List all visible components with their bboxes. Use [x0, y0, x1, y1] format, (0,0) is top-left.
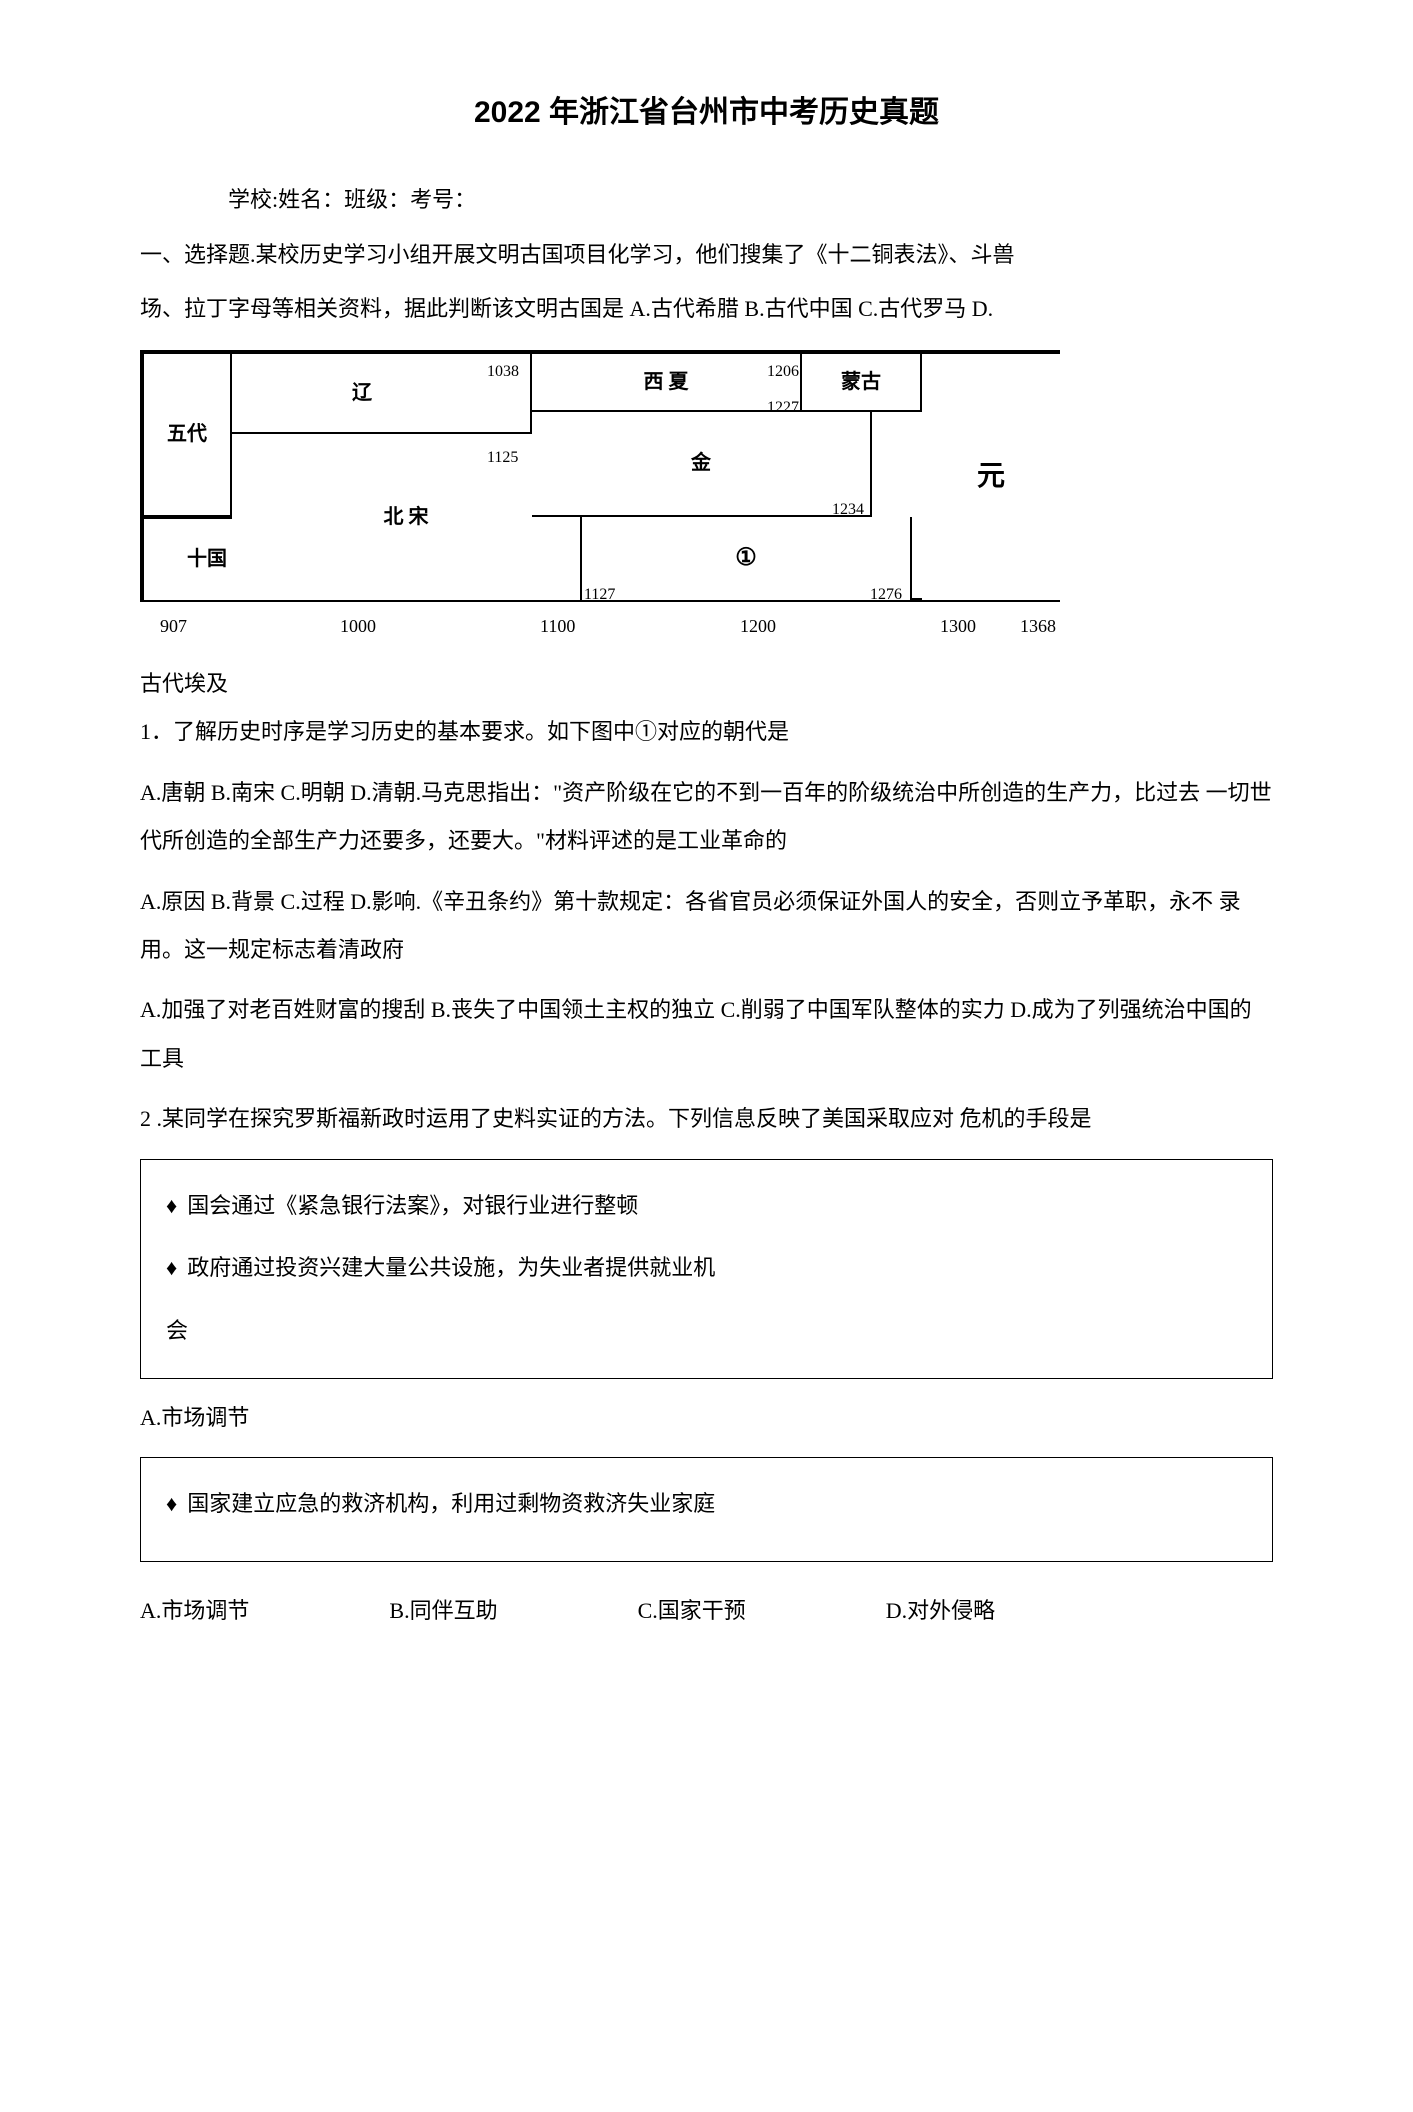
tick-1000: 1000	[340, 607, 376, 647]
timeline-axis: 907 1000 1100 1200 1300 1368	[140, 600, 1060, 640]
header-info: 学校:姓名：班级：考号：	[140, 176, 1273, 224]
tick-1368: 1368	[1020, 607, 1056, 647]
page-title: 2022 年浙江省台州市中考历史真题	[140, 80, 1273, 146]
region-yuan: 元	[922, 352, 1060, 602]
region-xixia: 西 夏	[532, 352, 802, 412]
year-1038: 1038	[487, 354, 519, 389]
tick-1200: 1200	[740, 607, 776, 647]
final-options-row: A.市场调节 B.同伴互助 C.国家干预 D.对外侵略	[140, 1587, 1273, 1635]
option-b: B.同伴互助	[389, 1587, 497, 1635]
region-nansong: ①	[582, 517, 912, 602]
year-1125: 1125	[487, 440, 518, 475]
question-1b-options: A.原因 B.背景 C.过程 D.影响.《辛丑条约》第十款规定：各省官员必须保证…	[140, 878, 1273, 975]
region-wudai: 五代	[142, 352, 232, 517]
option-a: A.市场调节	[140, 1587, 249, 1635]
year-1234: 1234	[832, 492, 864, 527]
option-c: C.国家干预	[638, 1587, 746, 1635]
option-d: D.对外侵略	[886, 1587, 995, 1635]
liao-text: 辽	[352, 371, 372, 415]
box1-item-1: 国会通过《紧急银行法案》，对银行业进行整顿	[166, 1180, 1247, 1233]
question-1c-options: A.加强了对老百姓财富的搜刮 B.丧失了中国领土主权的独立 C.削弱了中国军队整…	[140, 986, 1273, 1083]
answer-a-label: A.市场调节	[140, 1394, 1273, 1442]
jin-text: 金	[691, 441, 711, 485]
box2-item-1: 国家建立应急的救济机构，利用过剩物资救济失业家庭	[166, 1478, 1247, 1531]
question-1-options: A.唐朝 B.南宋 C.明朝 D.清朝.马克思指出："资产阶级在它的不到一百年的…	[140, 769, 1273, 866]
box1-item-2-cont: 会	[166, 1305, 1247, 1358]
question-2-text: 2 .某同学在探究罗斯福新政时运用了史料实证的方法。下列信息反映了美国采取应对 …	[140, 1095, 1273, 1143]
beisong-text: 北 宋	[384, 495, 429, 539]
ancient-egypt-text: 古代埃及	[140, 660, 1273, 708]
evidence-box-2: 国家建立应急的救济机构，利用过剩物资救济失业家庭	[140, 1457, 1273, 1562]
box1-item-2: 政府通过投资兴建大量公共设施，为失业者提供就业机	[166, 1242, 1247, 1295]
intro-line-1: 一、选择题.某校历史学习小组开展文明古国项目化学习，他们搜集了《十二铜表法》、斗…	[140, 234, 1273, 276]
question-1-text: 1．了解历史时序是学习历史的基本要求。如下图中①对应的朝代是	[140, 708, 1273, 756]
evidence-box-1: 国会通过《紧急银行法案》，对银行业进行整顿 政府通过投资兴建大量公共设施，为失业…	[140, 1159, 1273, 1379]
region-beisong: 北 宋	[232, 434, 582, 602]
region-jin: 金	[532, 412, 872, 517]
region-menggu: 蒙古	[802, 352, 922, 412]
dynasty-timeline-chart: 五代 契丹 916 辽 十国 960 979 北 宋 西 夏 1038 1115…	[140, 350, 1060, 640]
tick-907: 907	[160, 607, 187, 647]
tick-1300: 1300	[940, 607, 976, 647]
year-1206: 1206	[767, 354, 799, 389]
tick-1100: 1100	[540, 607, 575, 647]
intro-line-2: 场、拉丁字母等相关资料，据此判断该文明古国是 A.古代希腊 B.古代中国 C.古…	[140, 288, 1273, 330]
year-1227: 1227	[767, 390, 799, 425]
